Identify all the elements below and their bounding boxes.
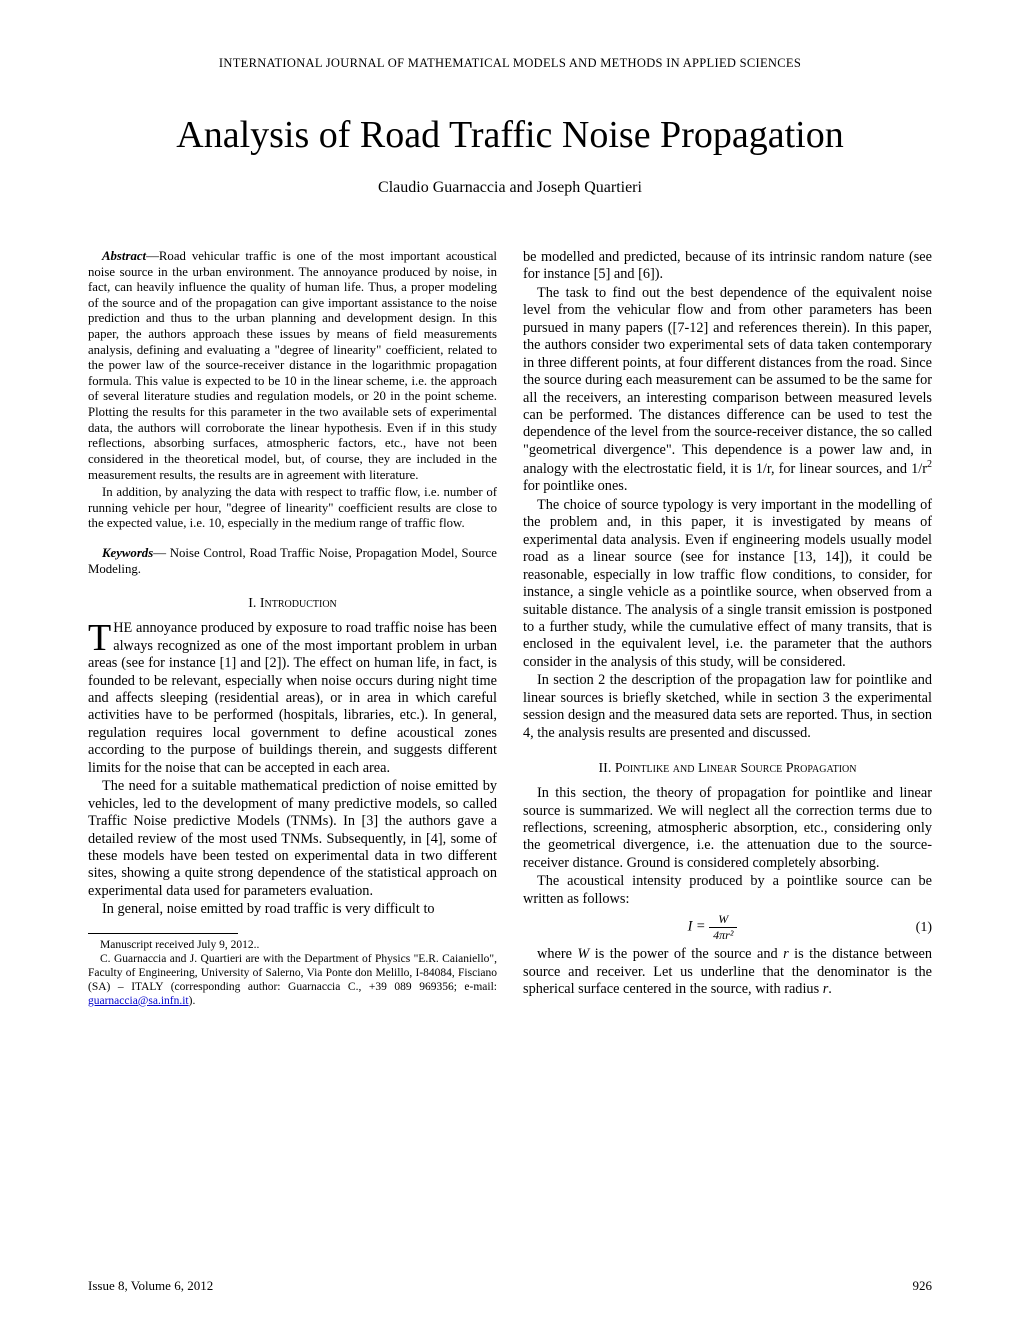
right-p1: be modelled and predicted, because of it…	[523, 249, 932, 284]
inv-r: 1/r	[756, 461, 771, 477]
footnote-rule	[88, 933, 238, 934]
page: INTERNATIONAL JOURNAL OF MATHEMATICAL MO…	[0, 0, 1020, 1320]
footnote-text-b: ).	[189, 995, 196, 1007]
eq1-lhs: I =	[688, 919, 710, 935]
var-W: W	[577, 946, 589, 962]
abstract-label: Abstract	[102, 249, 146, 263]
right-column: be modelled and predicted, because of it…	[523, 249, 932, 1008]
right-p3: The choice of source typology is very im…	[523, 497, 932, 671]
right-p2-a: The task to find out the best dependence…	[523, 285, 932, 477]
right-p2: The task to find out the best dependence…	[523, 285, 932, 496]
right-p2-b: , for linear sources, and	[771, 461, 911, 477]
left-column: Abstract—Road vehicular traffic is one o…	[88, 249, 497, 1008]
intro-p1-text: HE annoyance produced by exposure to roa…	[88, 620, 497, 776]
intro-paragraph-3: In general, noise emitted by road traffi…	[88, 901, 497, 918]
footnote-email-link[interactable]: guarnaccia@sa.infn.it	[88, 995, 189, 1007]
equation-1-body: I = W4πr²	[523, 912, 902, 942]
running-header: INTERNATIONAL JOURNAL OF MATHEMATICAL MO…	[88, 56, 932, 71]
dropcap: T	[88, 620, 113, 654]
keywords-label: Keywords	[102, 546, 153, 560]
section-1-heading: I. Introduction	[88, 595, 497, 612]
footer-issue: Issue 8, Volume 6, 2012	[88, 1278, 213, 1294]
footer-page-number: 926	[913, 1278, 933, 1294]
paper-title: Analysis of Road Traffic Noise Propagati…	[88, 113, 932, 157]
abstract-text-1: —Road vehicular traffic is one of the mo…	[88, 249, 497, 482]
right-p4: In section 2 the description of the prop…	[523, 672, 932, 742]
authors: Claudio Guarnaccia and Joseph Quartieri	[88, 179, 932, 197]
s2-p3-b: is the power of the source and	[589, 946, 783, 962]
footnote-line-2: C. Guarnaccia and J. Quartieri are with …	[88, 952, 497, 1008]
s2-p1: In this section, the theory of propagati…	[523, 785, 932, 872]
inv-r2: 1/r2	[911, 461, 932, 477]
abstract-paragraph-1: Abstract—Road vehicular traffic is one o…	[88, 249, 497, 483]
eq1-fraction: W4πr²	[709, 912, 737, 942]
equation-1: I = W4πr² (1)	[523, 912, 932, 942]
right-p2-c: for pointlike ones.	[523, 478, 627, 494]
s2-p3-a: where	[537, 946, 577, 962]
s2-p3-d: .	[828, 981, 832, 997]
section-2-heading: II. Pointlike and Linear Source Propagat…	[523, 760, 932, 777]
s2-p2: The acoustical intensity produced by a p…	[523, 873, 932, 908]
footnote-text-a: C. Guarnaccia and J. Quartieri are with …	[88, 953, 497, 993]
keywords-block: Keywords— Noise Control, Road Traffic No…	[88, 546, 497, 577]
intro-paragraph-1: THE annoyance produced by exposure to ro…	[88, 620, 497, 777]
eq1-denominator: 4πr²	[709, 928, 737, 943]
intro-paragraph-2: The need for a suitable mathematical pre…	[88, 778, 497, 900]
abstract-paragraph-2: In addition, by analyzing the data with …	[88, 485, 497, 532]
equation-1-number: (1)	[902, 919, 932, 936]
two-column-layout: Abstract—Road vehicular traffic is one o…	[88, 249, 932, 1008]
footnote-line-1: Manuscript received July 9, 2012..	[88, 938, 497, 952]
s2-p3: where W is the power of the source and r…	[523, 946, 932, 998]
page-footer: Issue 8, Volume 6, 2012 926	[88, 1278, 932, 1294]
eq1-numerator: W	[709, 912, 737, 928]
